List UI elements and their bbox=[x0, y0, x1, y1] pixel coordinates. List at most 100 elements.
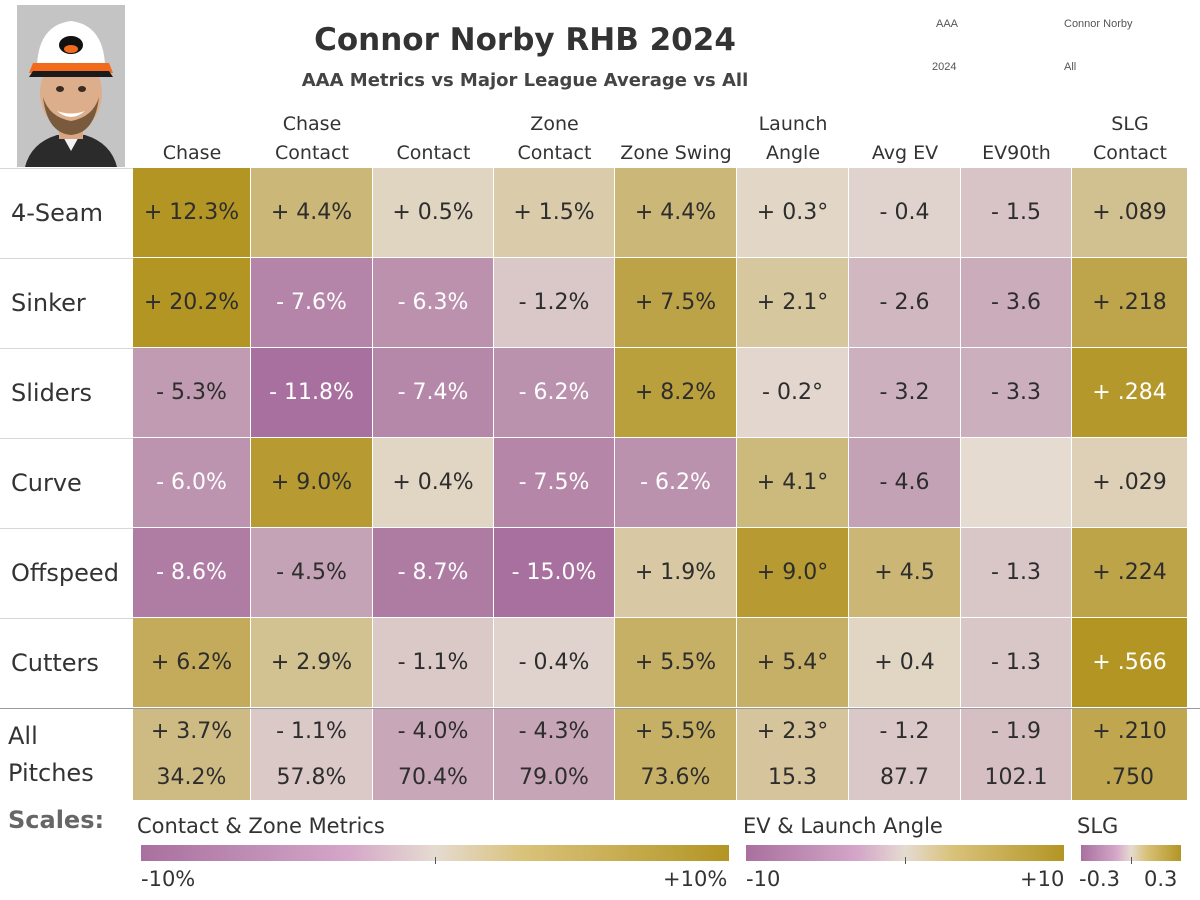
scale-bar-ev-launch bbox=[746, 845, 1064, 861]
all-pitches-total: 70.4% bbox=[398, 764, 468, 790]
all-pitches-cell[interactable]: + 5.5% 73.6% bbox=[615, 709, 737, 801]
row-divider bbox=[0, 528, 133, 529]
heatmap-cell[interactable]: + 4.4% bbox=[615, 168, 737, 258]
scale-tick-slg bbox=[1131, 857, 1132, 864]
heatmap-cell[interactable]: - 0.4 bbox=[849, 168, 961, 258]
all-pitches-cell[interactable]: - 1.9 102.1 bbox=[961, 709, 1072, 801]
heatmap-cell[interactable]: + 8.2% bbox=[615, 348, 737, 438]
heatmap-cell[interactable]: - 6.0% bbox=[133, 438, 251, 528]
heatmap-cell[interactable]: + 2.9% bbox=[251, 618, 373, 708]
row-header: Offspeed bbox=[11, 559, 119, 587]
all-pitches-diff: + 2.3° bbox=[756, 718, 829, 744]
all-pitches-diff: + 5.5% bbox=[634, 718, 717, 744]
heatmap-cell[interactable]: + 9.0% bbox=[251, 438, 373, 528]
heatmap-cell[interactable]: - 5.3% bbox=[133, 348, 251, 438]
heatmap-cell[interactable]: - 4.5% bbox=[251, 528, 373, 618]
column-header: Zone Swing bbox=[620, 142, 732, 164]
column-header: SLG Contact bbox=[1093, 113, 1167, 164]
heatmap-cell[interactable]: + 0.4% bbox=[373, 438, 494, 528]
scale-title-slg: SLG bbox=[1077, 814, 1119, 838]
all-pitches-cell[interactable]: - 1.1% 57.8% bbox=[251, 709, 373, 801]
scale-max-ev-launch: +10 bbox=[1020, 867, 1065, 891]
all-pitches-total: 15.3 bbox=[768, 764, 817, 790]
heatmap-cell[interactable]: - 3.2 bbox=[849, 348, 961, 438]
heatmap-cell[interactable]: - 1.2% bbox=[494, 258, 615, 348]
heatmap-cell[interactable]: + .029 bbox=[1072, 438, 1188, 528]
heatmap-cell[interactable]: - 8.6% bbox=[133, 528, 251, 618]
heatmap-cell[interactable]: - 7.4% bbox=[373, 348, 494, 438]
heatmap-cell[interactable]: - 4.6 bbox=[849, 438, 961, 528]
heatmap-cell[interactable]: + 20.2% bbox=[133, 258, 251, 348]
all-pitches-cell[interactable]: - 4.3% 79.0% bbox=[494, 709, 615, 801]
heatmap-cell[interactable]: - 6.2% bbox=[615, 438, 737, 528]
heatmap-cell[interactable]: + .284 bbox=[1072, 348, 1188, 438]
heatmap-cell[interactable]: - 1.3 bbox=[961, 528, 1072, 618]
all-pitches-diff: + .210 bbox=[1092, 718, 1167, 744]
row-divider bbox=[0, 258, 133, 259]
heatmap-cell[interactable]: - 0.4% bbox=[494, 618, 615, 708]
heatmap-cell[interactable]: + 6.2% bbox=[133, 618, 251, 708]
heatmap-cell[interactable]: - 8.7% bbox=[373, 528, 494, 618]
all-pitches-diff: - 1.2 bbox=[879, 718, 930, 744]
all-pitches-diff: - 1.1% bbox=[276, 718, 347, 744]
heatmap-cell[interactable]: + 5.5% bbox=[615, 618, 737, 708]
heatmap-cell[interactable]: + .224 bbox=[1072, 528, 1188, 618]
all-pitches-cell[interactable]: + 2.3° 15.3 bbox=[737, 709, 849, 801]
heatmap-cell[interactable]: + 4.5 bbox=[849, 528, 961, 618]
level-filter[interactable]: AAA bbox=[936, 18, 959, 30]
heatmap-cell[interactable] bbox=[961, 438, 1072, 528]
pitch-filter[interactable]: All bbox=[1064, 61, 1077, 73]
heatmap-cell[interactable]: - 3.6 bbox=[961, 258, 1072, 348]
all-pitches-diff: + 3.7% bbox=[150, 718, 233, 744]
all-pitches-cell[interactable]: + .210 .750 bbox=[1072, 709, 1188, 801]
player-headshot-image bbox=[17, 5, 125, 167]
heatmap-cell[interactable]: - 6.2% bbox=[494, 348, 615, 438]
all-pitches-cell[interactable]: - 4.0% 70.4% bbox=[373, 709, 494, 801]
all-pitches-divider bbox=[0, 708, 1200, 709]
heatmap-cell[interactable]: + 2.1° bbox=[737, 258, 849, 348]
heatmap-cell[interactable]: + 4.1° bbox=[737, 438, 849, 528]
heatmap-cell[interactable]: + 1.9% bbox=[615, 528, 737, 618]
heatmap-cell[interactable]: - 7.5% bbox=[494, 438, 615, 528]
heatmap-cell[interactable]: - 3.3 bbox=[961, 348, 1072, 438]
all-pitches-cell[interactable]: - 1.2 87.7 bbox=[849, 709, 961, 801]
scale-tick-ev-launch bbox=[905, 857, 906, 864]
all-pitches-cell[interactable]: + 3.7% 34.2% bbox=[133, 709, 251, 801]
heatmap-cell[interactable]: - 1.1% bbox=[373, 618, 494, 708]
heatmap-cell[interactable]: + 5.4° bbox=[737, 618, 849, 708]
heatmap-cell[interactable]: - 15.0% bbox=[494, 528, 615, 618]
heatmap-cell[interactable]: + 9.0° bbox=[737, 528, 849, 618]
scale-title-contact-zone: Contact & Zone Metrics bbox=[137, 814, 385, 838]
heatmap-cell[interactable]: + 0.4 bbox=[849, 618, 961, 708]
scale-bar-slg bbox=[1081, 845, 1181, 861]
heatmap-cell[interactable]: + .566 bbox=[1072, 618, 1188, 708]
heatmap-cell[interactable]: - 7.6% bbox=[251, 258, 373, 348]
heatmap-cell[interactable]: + 1.5% bbox=[494, 168, 615, 258]
heatmap-cell[interactable]: + 4.4% bbox=[251, 168, 373, 258]
row-header: 4-Seam bbox=[11, 199, 104, 227]
row-header: Sinker bbox=[11, 289, 86, 317]
heatmap-cell[interactable]: - 1.3 bbox=[961, 618, 1072, 708]
heatmap-cell[interactable]: - 2.6 bbox=[849, 258, 961, 348]
player-filter[interactable]: Connor Norby bbox=[1064, 18, 1133, 30]
heatmap-cell[interactable]: + .089 bbox=[1072, 168, 1188, 258]
heatmap-cell[interactable]: - 0.2° bbox=[737, 348, 849, 438]
heatmap-cell[interactable]: + 12.3% bbox=[133, 168, 251, 258]
heatmap-cell[interactable]: + 7.5% bbox=[615, 258, 737, 348]
heatmap-cell[interactable]: + 0.3° bbox=[737, 168, 849, 258]
heatmap-cell[interactable]: + .218 bbox=[1072, 258, 1188, 348]
scale-bar-contact-zone bbox=[141, 845, 729, 861]
heatmap-cell[interactable]: - 11.8% bbox=[251, 348, 373, 438]
row-divider bbox=[0, 618, 133, 619]
row-divider bbox=[0, 348, 133, 349]
row-divider bbox=[0, 438, 133, 439]
chart-title: Connor Norby RHB 2024 bbox=[314, 22, 736, 58]
column-header: Avg EV bbox=[871, 142, 939, 164]
heatmap-cell[interactable]: + 0.5% bbox=[373, 168, 494, 258]
column-header: Launch Angle bbox=[758, 113, 828, 164]
column-header: Contact bbox=[396, 142, 471, 164]
season-filter[interactable]: 2024 bbox=[932, 61, 957, 73]
heatmap-cell[interactable]: - 1.5 bbox=[961, 168, 1072, 258]
all-pitches-diff: - 1.9 bbox=[991, 718, 1041, 744]
heatmap-cell[interactable]: - 6.3% bbox=[373, 258, 494, 348]
